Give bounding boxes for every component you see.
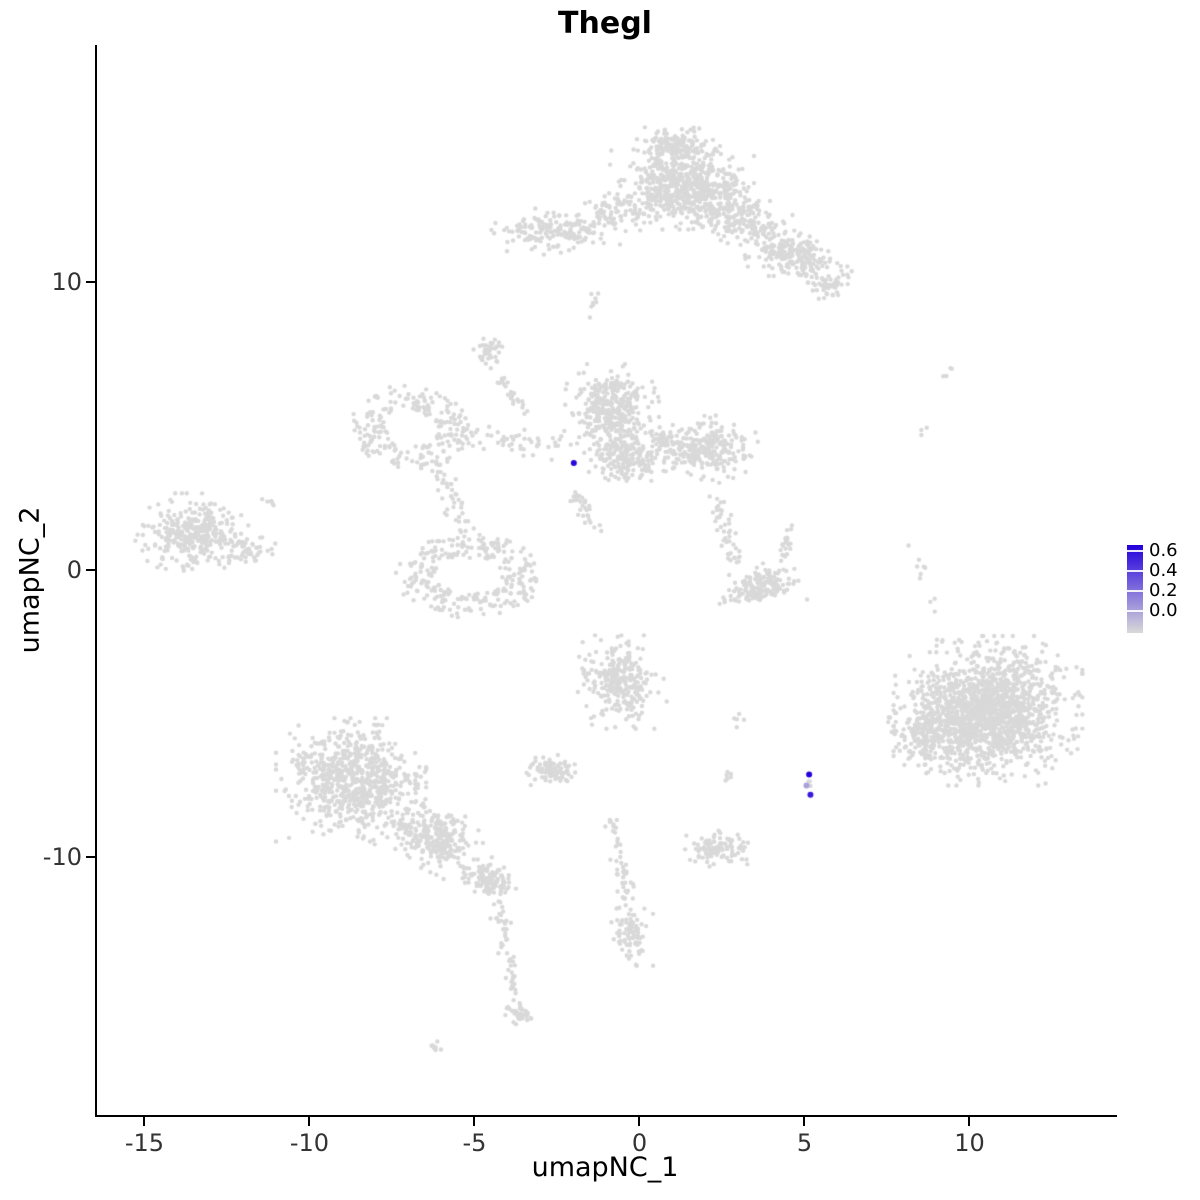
x-axis-tick — [803, 1117, 806, 1126]
color-legend-bar — [1127, 545, 1143, 633]
plot-panel — [95, 45, 1117, 1117]
x-axis-tick — [638, 1117, 641, 1126]
x-tick-label: -15 — [124, 1129, 165, 1157]
y-tick-label: 10 — [51, 268, 82, 297]
scatter-canvas — [97, 45, 1117, 1115]
y-axis-tick — [86, 568, 95, 571]
legend-tick — [1127, 550, 1143, 552]
x-axis-tick — [473, 1117, 476, 1126]
x-tick-label: 5 — [796, 1129, 813, 1157]
x-tick-label: -5 — [462, 1129, 487, 1157]
legend-tick — [1127, 610, 1143, 612]
y-axis-tick — [86, 281, 95, 284]
legend-tick-label: 0.4 — [1149, 560, 1178, 581]
x-axis-tick — [968, 1117, 971, 1126]
x-tick-label: 10 — [954, 1129, 985, 1157]
legend-tick-label: 0.0 — [1149, 600, 1178, 621]
legend-tick — [1127, 590, 1143, 592]
legend-tick-label: 0.6 — [1149, 540, 1178, 561]
x-axis-label: umapNC_1 — [531, 1152, 679, 1183]
y-tick-label: 0 — [66, 555, 82, 584]
chart-title: Thegl — [558, 6, 652, 41]
x-axis-tick — [143, 1117, 146, 1126]
x-axis-tick — [308, 1117, 311, 1126]
x-tick-label: 0 — [631, 1129, 648, 1157]
legend-tick-label: 0.2 — [1149, 580, 1178, 601]
legend-tick — [1127, 570, 1143, 572]
y-tick-label: -10 — [42, 843, 82, 872]
x-tick-label: -10 — [289, 1129, 330, 1157]
y-axis-tick — [86, 856, 95, 859]
